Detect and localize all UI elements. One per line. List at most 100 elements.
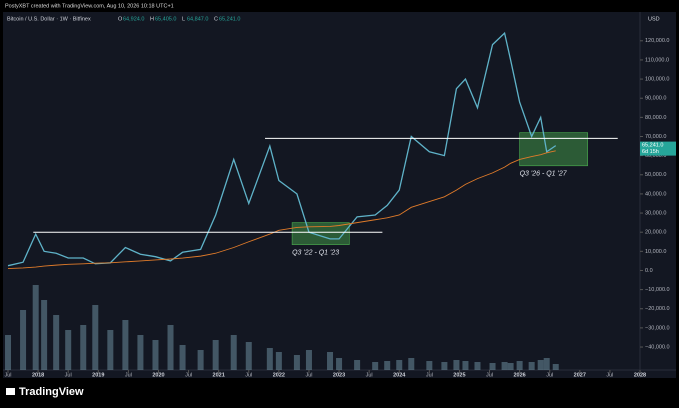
currency: USD: [648, 16, 660, 22]
price-label-bg: [640, 141, 676, 156]
volume-bar: [507, 363, 514, 370]
volume-bar: [41, 300, 48, 370]
x-tick-label: Jul: [305, 372, 312, 378]
volume-bar: [275, 352, 282, 370]
ohlc-key: H: [150, 16, 154, 22]
y-tick-label: −30,000.0: [645, 325, 670, 331]
volume-bar: [354, 360, 361, 370]
x-tick-label: 2028: [634, 372, 646, 378]
volume-bar: [372, 362, 379, 370]
x-tick-label: 2027: [574, 372, 586, 378]
x-tick-label: Jul: [486, 372, 493, 378]
volume-bar: [5, 335, 12, 370]
x-tick-label: Jul: [125, 372, 132, 378]
volume-bar: [266, 348, 273, 370]
zone: [291, 222, 350, 245]
y-tick-label: 70,000.0: [645, 134, 666, 140]
volume-bar: [384, 361, 391, 370]
zone-label: Q3 '26 - Q1 '27: [520, 171, 568, 178]
y-tick-label: 30,000.0: [645, 211, 666, 217]
y-tick-label: −20,000.0: [645, 306, 670, 312]
volume-bar: [305, 350, 312, 370]
y-tick-label: −40,000.0: [645, 344, 670, 350]
volume-bar: [528, 362, 535, 370]
volume-bar: [543, 358, 550, 370]
x-tick-label: Jul: [606, 372, 613, 378]
volume-bar: [122, 320, 129, 370]
logo-mark: [6, 388, 15, 395]
volume-bar: [336, 358, 343, 370]
ohlc-value: 64,924.0: [123, 16, 144, 22]
logo: TradingView: [6, 386, 84, 398]
x-tick-label: 2021: [213, 372, 225, 378]
price-label: 65,241.0: [642, 143, 663, 149]
volume-bar: [92, 305, 99, 370]
x-tick-label: Jul: [4, 372, 11, 378]
volume-bar: [489, 363, 496, 370]
volume-bar: [516, 361, 523, 370]
y-tick-label: 20,000.0: [645, 230, 666, 236]
zone-label: Q3 '22 - Q1 '23: [292, 249, 339, 256]
ohlc-key: O: [118, 16, 123, 22]
ohlc-key: L: [182, 16, 185, 22]
volume-bar: [396, 360, 403, 370]
volume-bar: [80, 325, 87, 370]
zone: [519, 132, 588, 167]
y-tick-label: 120,000.0: [645, 38, 669, 44]
volume-bar: [537, 360, 544, 370]
y-tick-label: 110,000.0: [645, 57, 669, 63]
x-tick-label: 2023: [333, 372, 345, 378]
y-tick-label: 90,000.0: [645, 96, 666, 102]
x-tick-label: Jul: [546, 372, 553, 378]
x-tick-label: 2025: [453, 372, 465, 378]
header: PostyXBT created with TradingView.com, A…: [5, 3, 174, 9]
volume-bar: [179, 345, 186, 370]
y-tick-label: −10,000.0: [645, 287, 670, 293]
y-tick-label: 50,000.0: [645, 172, 666, 178]
x-tick-label: Jul: [185, 372, 192, 378]
volume-bar: [212, 340, 219, 370]
y-tick-label: 80,000.0: [645, 115, 666, 121]
x-tick-label: Jul: [65, 372, 72, 378]
x-tick-label: 2022: [273, 372, 285, 378]
volume-bar: [230, 335, 237, 370]
chart-bg: [3, 12, 676, 378]
x-tick-label: 2024: [393, 372, 406, 378]
x-tick-label: 2019: [92, 372, 104, 378]
x-tick-label: 2020: [152, 372, 164, 378]
y-tick-label: 60,000.0: [645, 153, 666, 159]
ohlc-value: 65,405.0: [155, 16, 176, 22]
chart-title: Bitcoin / U.S. Dollar · 1W · Bitfinex: [7, 16, 91, 22]
volume-bar: [441, 362, 448, 370]
price-line: [7, 31, 557, 267]
volume-bar: [245, 342, 252, 370]
volume-bar: [462, 361, 469, 370]
ohlc-value: 64,847.0: [187, 16, 208, 22]
footer: TradingView: [19, 386, 84, 398]
volume-bar: [167, 325, 174, 370]
volume-bar: [152, 340, 159, 370]
price-line: [7, 150, 556, 270]
y-tick-label: 0.0: [645, 268, 653, 274]
volume-bar: [552, 364, 559, 370]
volume-bar: [53, 315, 60, 370]
volume-bar: [32, 285, 39, 370]
volume-bar: [408, 358, 415, 370]
x-tick-label: Jul: [245, 372, 252, 378]
x-tick-label: 2018: [32, 372, 44, 378]
y-tick-label: 10,000.0: [645, 249, 666, 255]
volume-bar: [197, 350, 204, 370]
volume-bar: [453, 360, 460, 370]
ohlc-key: C: [214, 16, 218, 22]
volume-bar: [65, 330, 72, 370]
volume-bar: [474, 362, 481, 370]
countdown: 6d 15h: [642, 149, 659, 155]
x-tick-label: Jul: [426, 372, 433, 378]
volume-bar: [501, 362, 508, 370]
volume-bar: [426, 361, 433, 370]
y-tick-label: 100,000.0: [645, 77, 669, 83]
volume-bar: [327, 352, 334, 370]
volume-bar: [137, 335, 144, 370]
y-tick-label: 40,000.0: [645, 191, 666, 197]
